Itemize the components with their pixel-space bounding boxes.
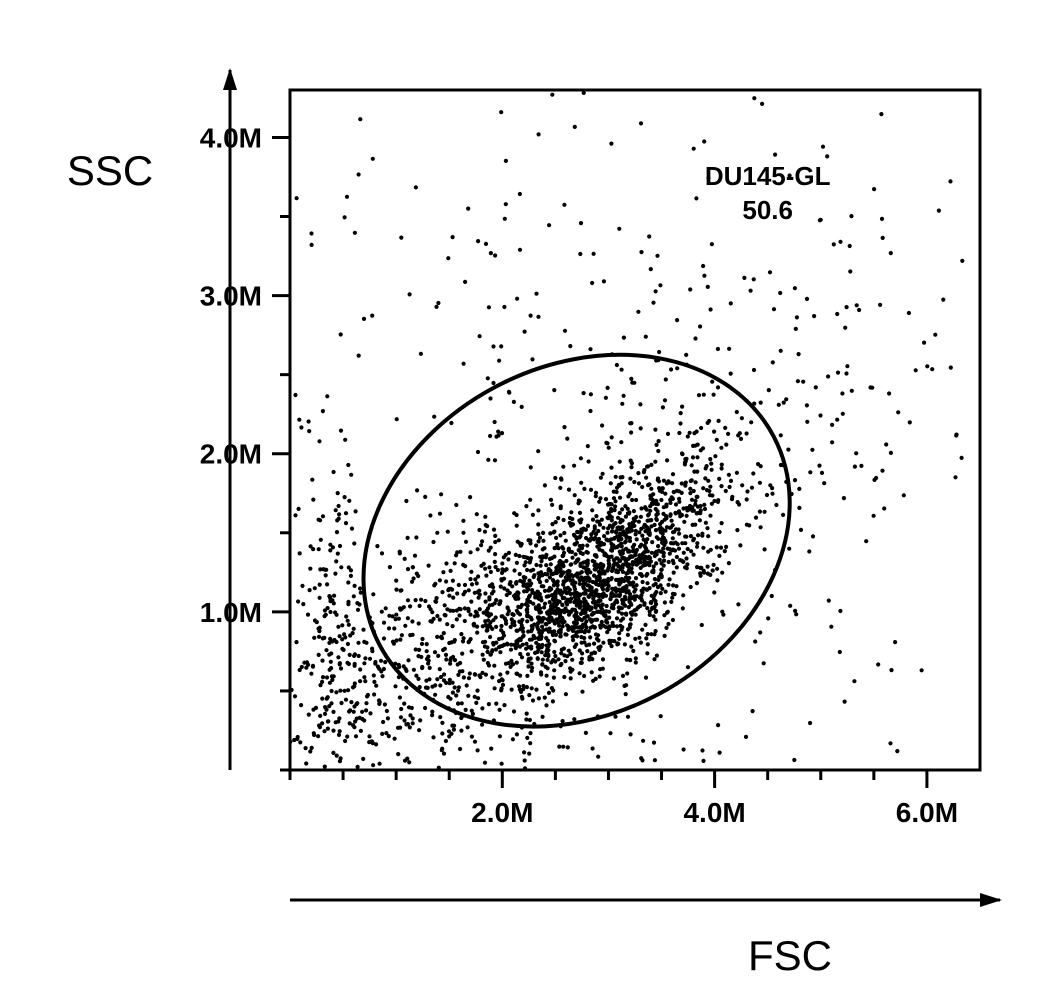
figure-bg [0,0,1051,1005]
figure: 2.0M4.0M6.0M1.0M2.0M3.0M4.0MSSCFSCDU145-… [0,0,1051,1005]
gate-label-line2: 50.6 [742,195,793,225]
scatter-plot-svg: 2.0M4.0M6.0M1.0M2.0M3.0M4.0MSSCFSCDU145-… [0,0,1051,1005]
x-axis-label: FSC [748,932,832,979]
x-tick-label: 4.0M [683,797,745,828]
gate-label-line1: DU145-GL [705,161,831,191]
y-axis-label: SSC [67,147,153,194]
x-tick-label: 6.0M [896,797,958,828]
x-tick-label: 2.0M [471,797,533,828]
